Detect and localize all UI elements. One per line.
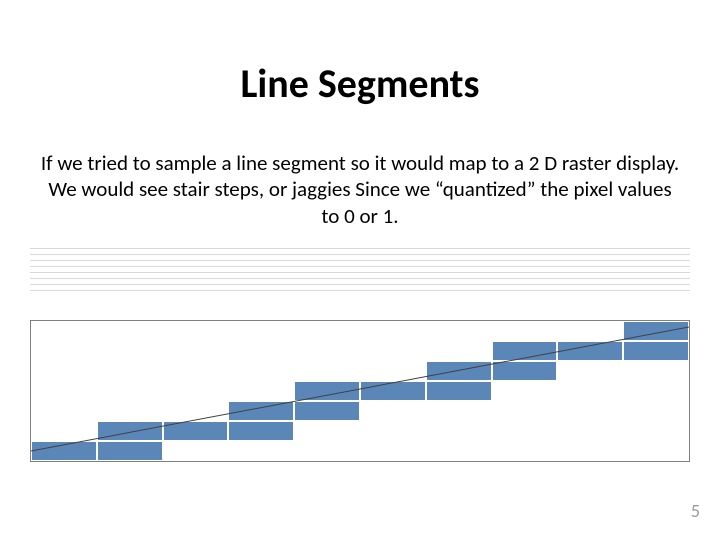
guide-line [30,284,690,285]
raster-illustration-box [30,320,690,462]
slide-body-text: If we tried to sample a line segment so … [38,150,682,229]
guide-line [30,260,690,261]
ideal-line [31,327,689,451]
guide-line [30,266,690,267]
ideal-line-overlay [31,321,689,461]
guide-line [30,254,690,255]
guide-line [30,272,690,273]
guide-line [30,290,690,291]
slide-title: Line Segments [0,62,720,106]
guide-lines-area [30,248,690,312]
raster-inner [31,321,689,461]
guide-line [30,278,690,279]
guide-line [30,248,690,249]
page-number: 5 [691,500,700,522]
